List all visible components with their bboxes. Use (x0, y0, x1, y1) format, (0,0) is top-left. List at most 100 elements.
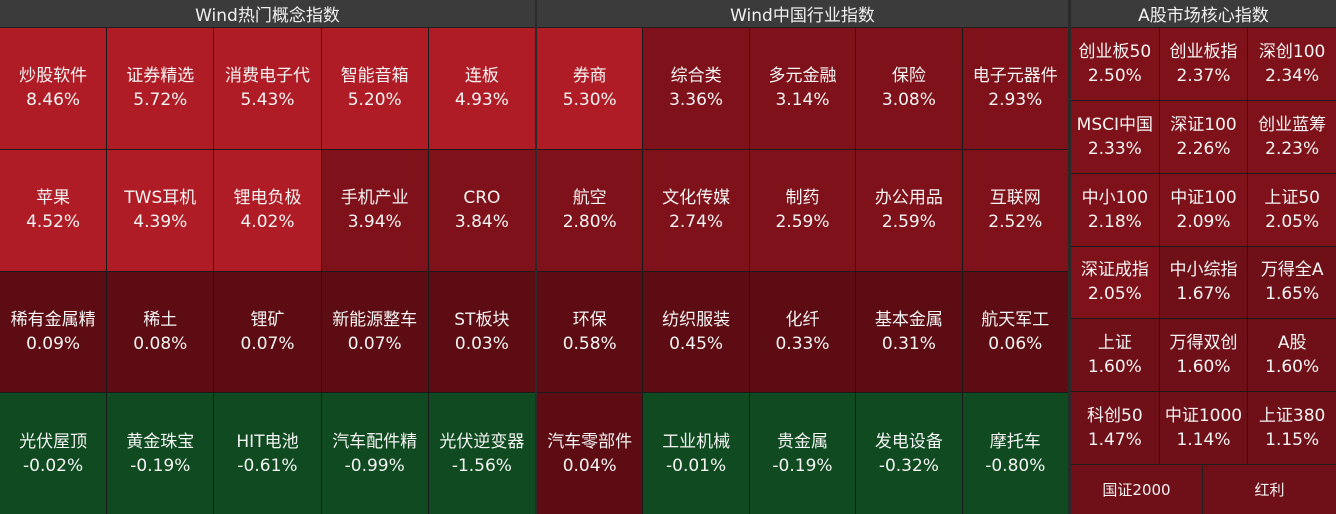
index-tile[interactable]: 创业蓝筹 2.23% (1248, 100, 1336, 173)
index-name: 互联网 (989, 188, 1041, 209)
ashare-panel-title: A股市场核心指数 (1071, 0, 1336, 27)
index-change-percent: 0.04% (562, 455, 617, 476)
index-tile[interactable]: 光伏屋顶 -0.02% (0, 393, 107, 514)
ashare-footer-hongli[interactable]: 红利 (1203, 465, 1336, 514)
index-tile[interactable]: 深创100 2.34% (1248, 28, 1336, 100)
index-tile[interactable]: 黄金珠宝 -0.19% (107, 393, 214, 514)
index-name: HIT电池 (236, 431, 299, 452)
index-tile[interactable]: CRO 3.84% (428, 149, 535, 271)
index-tile[interactable]: 制药 2.59% (749, 149, 856, 271)
index-tile[interactable]: 办公用品 2.59% (856, 149, 962, 271)
index-name: 券商 (572, 66, 607, 87)
index-tile[interactable]: 中小综指 1.67% (1159, 246, 1248, 319)
index-tile[interactable]: 摩托车 -0.80% (962, 393, 1068, 514)
index-name: 炒股软件 (19, 66, 88, 87)
index-tile[interactable]: 航天军工 0.06% (962, 271, 1068, 393)
index-change-percent: 0.58% (562, 333, 617, 354)
index-tile[interactable]: 汽车配件精 -0.99% (321, 393, 428, 514)
index-tile[interactable]: 贵金属 -0.19% (749, 393, 856, 514)
index-tile[interactable]: 万得双创 1.60% (1159, 319, 1248, 392)
index-tile[interactable]: 工业机械 -0.01% (643, 393, 749, 514)
index-tile[interactable]: 上证50 2.05% (1248, 173, 1336, 246)
index-tile[interactable]: 智能音箱 5.20% (321, 28, 428, 149)
index-tile[interactable]: 汽车零部件 0.04% (537, 393, 643, 514)
index-tile[interactable]: 消费电子代 5.43% (214, 28, 321, 149)
index-name: 锂电负极 (233, 188, 302, 209)
index-tile[interactable]: 连板 4.93% (428, 28, 535, 149)
index-tile[interactable]: 基本金属 0.31% (856, 271, 962, 393)
index-tile[interactable]: 万得全A 1.65% (1248, 246, 1336, 319)
index-tile[interactable]: 多元金融 3.14% (749, 28, 856, 149)
index-tile[interactable]: 创业板指 2.37% (1159, 28, 1248, 100)
index-tile[interactable]: 新能源整车 0.07% (321, 271, 428, 393)
index-tile[interactable]: 环保 0.58% (537, 271, 643, 393)
index-tile[interactable]: 科创50 1.47% (1071, 392, 1159, 464)
index-tile[interactable]: 中证1000 1.14% (1159, 392, 1248, 464)
index-tile[interactable]: 航空 2.80% (537, 149, 643, 271)
index-tile[interactable]: 文化传媒 2.74% (643, 149, 749, 271)
index-tile[interactable]: 保险 3.08% (856, 28, 962, 149)
index-change-percent: 4.93% (454, 90, 509, 111)
index-tile[interactable]: ST板块 0.03% (428, 271, 535, 393)
index-tile[interactable]: HIT电池 -0.61% (214, 393, 321, 514)
index-tile[interactable]: 炒股软件 8.46% (0, 28, 107, 149)
index-name: 科创50 (1087, 406, 1143, 427)
index-change-percent: 1.60% (1176, 357, 1231, 378)
index-change-percent: 2.50% (1087, 65, 1142, 86)
index-name: 工业机械 (662, 431, 731, 452)
ashare-footer-guozheng2000[interactable]: 国证2000 (1071, 465, 1202, 514)
index-name: 深创100 (1258, 41, 1326, 62)
index-tile[interactable]: A股 1.60% (1248, 319, 1336, 392)
index-tile[interactable]: 创业板50 2.50% (1071, 28, 1159, 100)
index-tile[interactable]: 锂电负极 4.02% (214, 149, 321, 271)
index-name: 深证100 (1170, 114, 1237, 135)
index-tile[interactable]: 中证100 2.09% (1159, 173, 1248, 246)
index-name: 多元金融 (768, 66, 837, 87)
index-change-percent: -0.02% (23, 455, 84, 476)
index-change-percent: 3.14% (775, 90, 830, 111)
index-tile[interactable]: 中小100 2.18% (1071, 173, 1159, 246)
index-name: 证券精选 (126, 66, 195, 87)
index-change-percent: 1.60% (1087, 357, 1142, 378)
index-tile[interactable]: 证券精选 5.72% (107, 28, 214, 149)
index-tile[interactable]: 纺织服装 0.45% (643, 271, 749, 393)
index-name: 中小100 (1081, 187, 1149, 208)
index-name: 智能音箱 (340, 66, 409, 87)
index-change-percent: 0.09% (26, 333, 81, 354)
index-tile[interactable]: 互联网 2.52% (962, 149, 1068, 271)
index-tile[interactable]: 深证100 2.26% (1159, 100, 1248, 173)
index-tile[interactable]: 稀土 0.08% (107, 271, 214, 393)
index-name: 创业板指 (1169, 41, 1238, 62)
index-tile[interactable]: 上证 1.60% (1071, 319, 1159, 392)
index-name: 电子元器件 (972, 66, 1058, 87)
index-change-percent: 1.67% (1176, 284, 1231, 305)
index-tile[interactable]: 苹果 4.52% (0, 149, 107, 271)
index-change-percent: -1.56% (451, 455, 512, 476)
index-name: 环保 (572, 309, 607, 330)
index-tile[interactable]: 电子元器件 2.93% (962, 28, 1068, 149)
index-change-percent: -0.99% (344, 455, 405, 476)
index-tile[interactable]: 发电设备 -0.32% (856, 393, 962, 514)
index-tile[interactable]: 光伏逆变器 -1.56% (428, 393, 535, 514)
index-tile[interactable]: 锂矿 0.07% (214, 271, 321, 393)
index-tile[interactable]: 综合类 3.36% (643, 28, 749, 149)
index-name: 苹果 (36, 188, 71, 209)
index-tile[interactable]: 手机产业 3.94% (321, 149, 428, 271)
index-tile[interactable]: 化纤 0.33% (749, 271, 856, 393)
index-tile[interactable]: MSCI中国 2.33% (1071, 100, 1159, 173)
index-change-percent: 4.39% (133, 212, 188, 233)
index-tile[interactable]: 上证380 1.15% (1248, 392, 1336, 464)
index-change-percent: 1.14% (1176, 430, 1231, 451)
index-name: 连板 (464, 66, 499, 87)
index-change-percent: 2.59% (881, 212, 936, 233)
concept-grid: 炒股软件 8.46% 证券精选 5.72% 消费电子代 5.43% 智能音箱 5.20% 连板 4… (0, 28, 535, 514)
index-tile[interactable]: 稀有金属精 0.09% (0, 271, 107, 393)
index-tile[interactable]: 深证成指 2.05% (1071, 246, 1159, 319)
index-tile[interactable]: TWS耳机 4.39% (107, 149, 214, 271)
index-change-percent: -0.61% (237, 455, 298, 476)
index-name: 光伏逆变器 (439, 431, 525, 452)
index-name: 中证100 (1170, 187, 1237, 208)
index-change-percent: 0.07% (347, 333, 402, 354)
index-change-percent: 0.33% (775, 333, 830, 354)
index-tile[interactable]: 券商 5.30% (537, 28, 643, 149)
